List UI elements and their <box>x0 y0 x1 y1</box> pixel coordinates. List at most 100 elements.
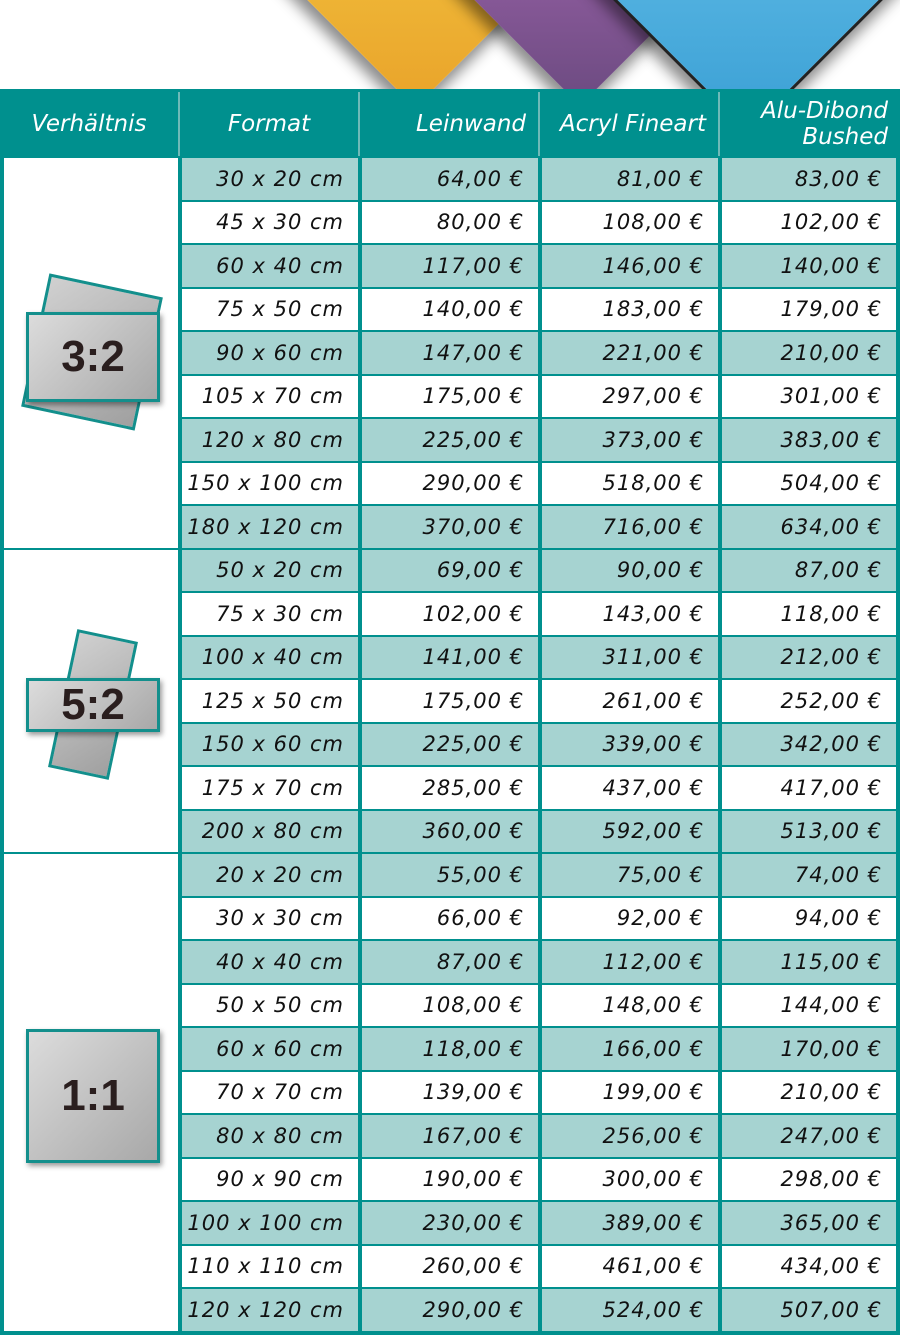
canvas-price: 147,00 € <box>362 332 538 374</box>
canvas-price: 102,00 € <box>362 593 538 635</box>
canvas-price: 66,00 € <box>362 897 538 939</box>
canvas-price: 117,00 € <box>362 245 538 287</box>
alu-price: 247,00 € <box>722 1115 896 1157</box>
ratio-badge: 5:2 <box>26 677 160 732</box>
acryl-price: 716,00 € <box>542 506 718 548</box>
alu-price: 144,00 € <box>722 984 896 1026</box>
price-table: Verhältnis Format Leinwand Acryl Fineart… <box>0 89 900 1335</box>
format-cell: 105 x 70 cm <box>182 375 358 417</box>
acryl-price: 90,00 € <box>542 549 718 591</box>
alu-price: 634,00 € <box>722 506 896 548</box>
alu-price: 118,00 € <box>722 593 896 635</box>
acryl-price: 112,00 € <box>542 941 718 983</box>
format-cell: 125 x 50 cm <box>182 680 358 722</box>
acryl-price: 199,00 € <box>542 1071 718 1113</box>
acryl-price: 339,00 € <box>542 723 718 765</box>
alu-price: 301,00 € <box>722 375 896 417</box>
format-cell: 100 x 100 cm <box>182 1202 358 1244</box>
alu-price: 417,00 € <box>722 767 896 809</box>
format-cell: 30 x 30 cm <box>182 897 358 939</box>
acryl-price: 373,00 € <box>542 419 718 461</box>
alu-price: 342,00 € <box>722 723 896 765</box>
format-cell: 20 x 20 cm <box>182 854 358 896</box>
alu-price: 210,00 € <box>722 332 896 374</box>
acryl-price: 389,00 € <box>542 1202 718 1244</box>
format-cell: 100 x 40 cm <box>182 636 358 678</box>
canvas-price: 108,00 € <box>362 984 538 1026</box>
alu-price: 94,00 € <box>722 897 896 939</box>
canvas-price: 230,00 € <box>362 1202 538 1244</box>
acryl-price: 92,00 € <box>542 897 718 939</box>
header-ratio: Verhältnis <box>0 92 180 156</box>
alu-price: 507,00 € <box>722 1289 896 1331</box>
canvas-price: 141,00 € <box>362 636 538 678</box>
format-cell: 120 x 80 cm <box>182 419 358 461</box>
acryl-price: 81,00 € <box>542 158 718 200</box>
canvas-price: 290,00 € <box>362 462 538 504</box>
format-cell: 70 x 70 cm <box>182 1071 358 1113</box>
canvas-price: 175,00 € <box>362 375 538 417</box>
header-alu: Alu-Dibond Bushed <box>761 98 888 150</box>
format-cell: 60 x 60 cm <box>182 1028 358 1070</box>
acryl-price: 146,00 € <box>542 245 718 287</box>
ratio-badge: 3:2 <box>26 311 160 402</box>
acryl-price: 297,00 € <box>542 375 718 417</box>
acryl-price: 75,00 € <box>542 854 718 896</box>
canvas-price: 175,00 € <box>362 680 538 722</box>
acryl-price: 108,00 € <box>542 201 718 243</box>
ratio-badge: 1:1 <box>26 1029 160 1164</box>
format-cell: 45 x 30 cm <box>182 201 358 243</box>
alu-price: 87,00 € <box>722 549 896 591</box>
canvas-price: 64,00 € <box>362 158 538 200</box>
canvas-price: 290,00 € <box>362 1289 538 1331</box>
canvas-price: 139,00 € <box>362 1071 538 1113</box>
acryl-price: 221,00 € <box>542 332 718 374</box>
format-cell: 50 x 20 cm <box>182 549 358 591</box>
format-cell: 90 x 60 cm <box>182 332 358 374</box>
alu-price: 504,00 € <box>722 462 896 504</box>
alu-price: 74,00 € <box>722 854 896 896</box>
format-cell: 150 x 100 cm <box>182 462 358 504</box>
alu-price: 102,00 € <box>722 201 896 243</box>
format-cell: 40 x 40 cm <box>182 941 358 983</box>
format-cell: 80 x 80 cm <box>182 1115 358 1157</box>
ratio-cell-1-1: 1:1 <box>4 854 178 1331</box>
acryl-price: 261,00 € <box>542 680 718 722</box>
canvas-price: 285,00 € <box>362 767 538 809</box>
canvas-price: 69,00 € <box>362 549 538 591</box>
acryl-price: 256,00 € <box>542 1115 718 1157</box>
acryl-price: 461,00 € <box>542 1245 718 1287</box>
header-canvas: Leinwand <box>360 92 540 156</box>
format-cell: 175 x 70 cm <box>182 767 358 809</box>
acryl-price: 524,00 € <box>542 1289 718 1331</box>
format-cell: 60 x 40 cm <box>182 245 358 287</box>
alu-price: 115,00 € <box>722 941 896 983</box>
acryl-price: 143,00 € <box>542 593 718 635</box>
canvas-price: 167,00 € <box>362 1115 538 1157</box>
alu-price: 434,00 € <box>722 1245 896 1287</box>
format-cell: 110 x 110 cm <box>182 1245 358 1287</box>
format-cell: 75 x 50 cm <box>182 288 358 330</box>
canvas-price: 370,00 € <box>362 506 538 548</box>
canvas-price: 225,00 € <box>362 723 538 765</box>
acryl-price: 300,00 € <box>542 1158 718 1200</box>
format-cell: 90 x 90 cm <box>182 1158 358 1200</box>
alu-price: 83,00 € <box>722 158 896 200</box>
format-cell: 180 x 120 cm <box>182 506 358 548</box>
alu-price: 170,00 € <box>722 1028 896 1070</box>
canvas-price: 140,00 € <box>362 288 538 330</box>
canvas-price: 118,00 € <box>362 1028 538 1070</box>
ratio-cell-5-2: 5:2 <box>4 549 178 852</box>
header-acryl: Acryl Fineart <box>540 92 720 156</box>
ratio-cell-3-2: 3:2 <box>4 158 178 548</box>
canvas-price: 87,00 € <box>362 941 538 983</box>
format-cell: 150 x 60 cm <box>182 723 358 765</box>
alu-price: 179,00 € <box>722 288 896 330</box>
acryl-price: 148,00 € <box>542 984 718 1026</box>
canvas-price: 55,00 € <box>362 854 538 896</box>
alu-price: 298,00 € <box>722 1158 896 1200</box>
format-cell: 30 x 20 cm <box>182 158 358 200</box>
acryl-price: 518,00 € <box>542 462 718 504</box>
canvas-price: 360,00 € <box>362 810 538 852</box>
format-cell: 75 x 30 cm <box>182 593 358 635</box>
